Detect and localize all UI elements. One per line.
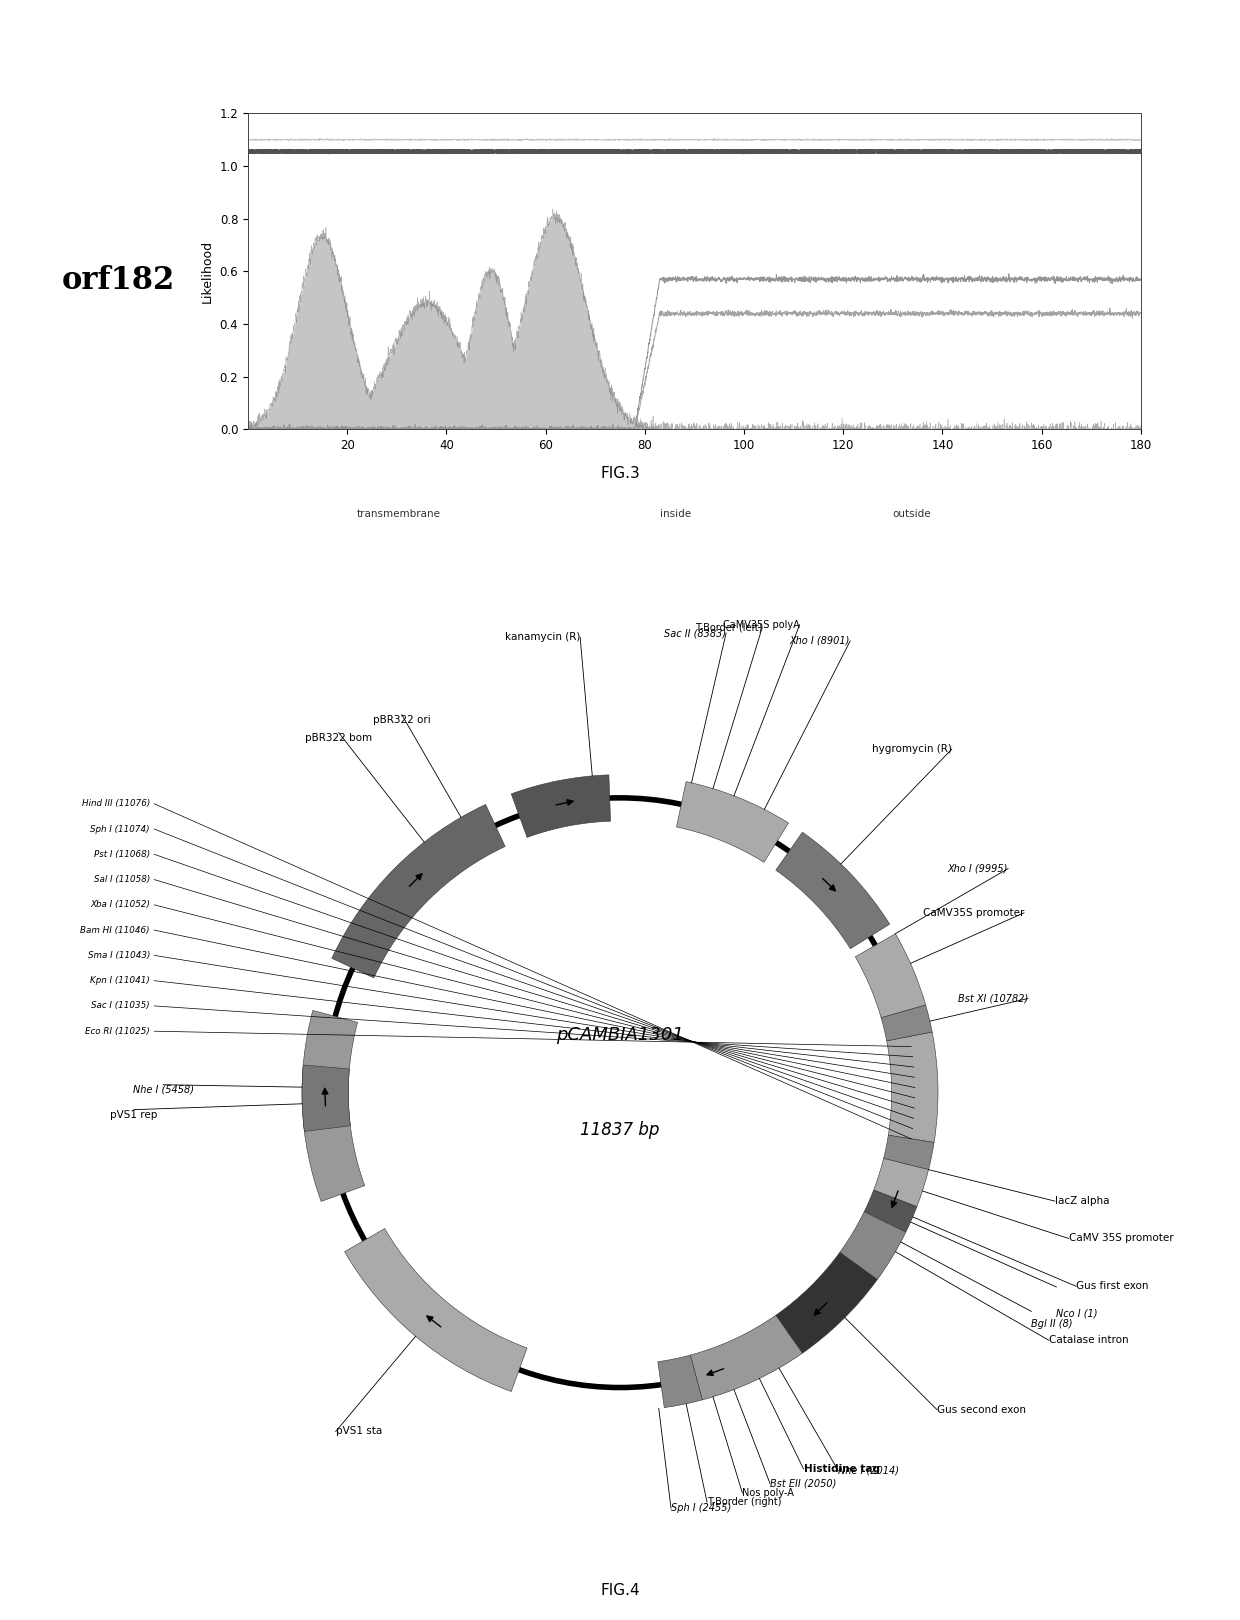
Text: Bgl II (8): Bgl II (8) [1032, 1319, 1073, 1328]
Text: transmembrane: transmembrane [357, 509, 441, 518]
Text: Histidine tag: Histidine tag [804, 1464, 879, 1474]
Text: T-Border (right): T-Border (right) [707, 1497, 781, 1507]
Text: Sph I (2455): Sph I (2455) [671, 1503, 732, 1513]
Wedge shape [887, 1032, 937, 1142]
Text: Eco RI (11025): Eco RI (11025) [86, 1027, 150, 1035]
Text: pBR322 ori: pBR322 ori [373, 714, 430, 724]
Text: Pst I (11068): Pst I (11068) [94, 850, 150, 859]
Text: FIG.3: FIG.3 [600, 465, 640, 481]
Text: lacZ alpha: lacZ alpha [1055, 1196, 1110, 1207]
Text: pBR322 bom: pBR322 bom [305, 732, 372, 742]
Wedge shape [882, 1004, 932, 1042]
Text: FIG.4: FIG.4 [600, 1583, 640, 1599]
Text: T-Border (left): T-Border (left) [694, 622, 763, 632]
Text: Nhe I (2014): Nhe I (2014) [838, 1466, 899, 1476]
Text: Xba I (11052): Xba I (11052) [91, 901, 150, 909]
Text: Gus second exon: Gus second exon [937, 1405, 1025, 1414]
Text: orf182: orf182 [62, 264, 175, 296]
Text: kanamycin (R): kanamycin (R) [505, 632, 580, 643]
Text: pCAMBIA1301: pCAMBIA1301 [556, 1025, 684, 1043]
Wedge shape [884, 1136, 934, 1170]
Wedge shape [776, 1252, 877, 1353]
Wedge shape [511, 774, 610, 838]
Text: pVS1 sta: pVS1 sta [336, 1427, 382, 1437]
Text: Nco I (1): Nco I (1) [1056, 1309, 1097, 1319]
Wedge shape [677, 781, 789, 862]
Text: CaMV35S promoter: CaMV35S promoter [923, 907, 1024, 919]
Wedge shape [874, 1158, 929, 1207]
Wedge shape [303, 1011, 365, 1202]
Wedge shape [345, 1228, 527, 1392]
Text: Gus first exon: Gus first exon [1076, 1281, 1148, 1291]
Text: Nhe I (5458): Nhe I (5458) [133, 1085, 193, 1095]
Text: pVS1 rep: pVS1 rep [110, 1110, 157, 1119]
Text: Bam HI (11046): Bam HI (11046) [81, 925, 150, 935]
Y-axis label: Likelihood: Likelihood [201, 240, 215, 303]
Text: Bst EII (2050): Bst EII (2050) [770, 1479, 837, 1489]
Text: hygromycin (R): hygromycin (R) [872, 744, 952, 753]
Text: Xho I (8901): Xho I (8901) [790, 635, 851, 646]
Wedge shape [864, 1191, 916, 1233]
Text: Nos poly-A: Nos poly-A [743, 1489, 795, 1498]
Text: Catalase intron: Catalase intron [1049, 1335, 1128, 1345]
Text: inside: inside [660, 509, 691, 518]
Wedge shape [839, 1212, 906, 1280]
Text: Xho I (9995): Xho I (9995) [947, 863, 1008, 873]
Text: CaMV35S polyA: CaMV35S polyA [723, 620, 800, 630]
Wedge shape [856, 933, 926, 1017]
Wedge shape [657, 1354, 702, 1408]
Text: Sal I (11058): Sal I (11058) [94, 875, 150, 885]
Text: Sac II (8383): Sac II (8383) [663, 629, 727, 638]
Text: Sph I (11074): Sph I (11074) [91, 825, 150, 834]
Wedge shape [303, 1064, 351, 1131]
Wedge shape [691, 1315, 802, 1400]
Text: Hind III (11076): Hind III (11076) [82, 799, 150, 808]
Wedge shape [776, 833, 889, 949]
Text: outside: outside [893, 509, 931, 518]
Text: 11837 bp: 11837 bp [580, 1121, 660, 1139]
Text: CaMV 35S promoter: CaMV 35S promoter [1069, 1233, 1173, 1244]
Text: Sac I (11035): Sac I (11035) [92, 1001, 150, 1011]
Text: Sma I (11043): Sma I (11043) [88, 951, 150, 961]
Text: Kpn I (11041): Kpn I (11041) [91, 977, 150, 985]
Wedge shape [332, 805, 505, 978]
Text: Bst XI (10782): Bst XI (10782) [957, 993, 1028, 1003]
